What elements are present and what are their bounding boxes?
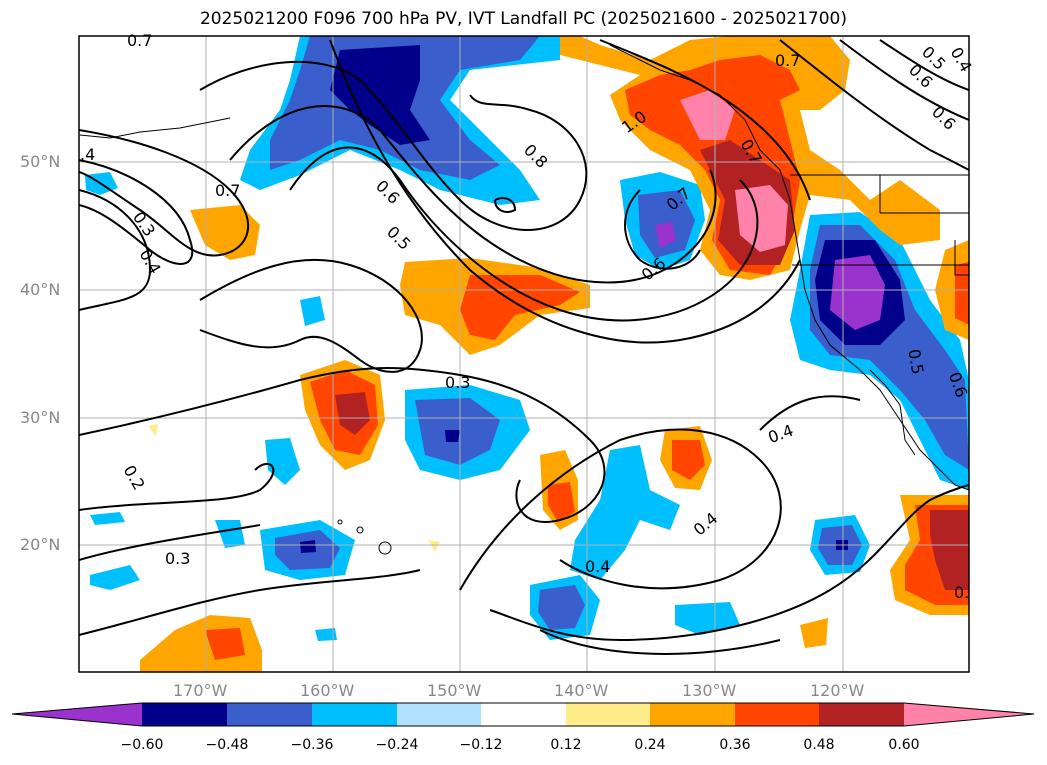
colorbar-tick-label: 0.48 — [803, 737, 835, 753]
contour-label: 0.4 — [136, 246, 165, 278]
pv-contours — [79, 39, 969, 655]
negative-pv-small-region — [300, 296, 325, 326]
positive-pv-region — [190, 205, 260, 260]
contour-label: 0.7 — [775, 51, 800, 70]
contour-label: 0.7 — [127, 31, 152, 50]
negative-pv-small-region — [90, 565, 140, 590]
colorbar-segment — [735, 703, 819, 726]
negative-pv-peak — [300, 540, 316, 553]
contour-label: 0. — [954, 583, 969, 602]
colorbar-segment — [819, 703, 904, 726]
positive-pv-small-region — [800, 618, 828, 648]
negative-pv-small-region — [315, 628, 337, 641]
colorbar-tick-label: −0.48 — [205, 737, 249, 753]
contour-label: 0.8 — [520, 140, 551, 171]
negative-pv-small-region — [90, 512, 125, 525]
colorbar — [11, 702, 1035, 727]
colorbar-tick-label: 0.60 — [888, 737, 920, 753]
colorbar-segment — [312, 703, 397, 726]
colorbar-tick-label: −0.36 — [290, 737, 334, 753]
contour-label: 0.5 — [904, 348, 927, 376]
colorbar-tick-label: 0.36 — [719, 737, 751, 753]
colorbar-extend-low — [12, 703, 142, 726]
negative-pv-extreme — [830, 255, 885, 330]
positive-pv-core — [955, 262, 969, 325]
colorbar-segment — [566, 703, 650, 726]
contour-label: 0.2 — [120, 462, 149, 494]
negative-pv-small-region — [215, 520, 245, 548]
contour-label: 0.6 — [928, 102, 959, 133]
positive-pv-region — [140, 615, 262, 672]
contour-label: .4 — [80, 145, 95, 164]
positive-pv-small-region — [148, 424, 158, 436]
contour-label: 0.4 — [947, 44, 976, 76]
positive-pv-core — [205, 628, 245, 660]
positive-pv-peak — [335, 392, 370, 435]
contour-label: 0.4 — [690, 509, 722, 540]
contour-label: 0.4 — [765, 421, 795, 448]
contour-label: 0.7 — [215, 181, 240, 200]
colorbar-tick-label: 0.12 — [550, 737, 582, 753]
positive-pv-core — [548, 482, 575, 522]
shaded-field — [85, 36, 969, 672]
positive-pv-core — [672, 440, 705, 480]
gridlines — [79, 36, 969, 672]
contour-label: 0.5 — [383, 222, 414, 253]
colorbar-segment — [227, 703, 312, 726]
colorbar-tick-label: −0.60 — [120, 737, 164, 753]
positive-pv-extreme — [735, 185, 788, 252]
map-title: 2025021200 F096 700 hPa PV, IVT Landfall… — [199, 9, 847, 29]
lon-tick-label: 150°W — [427, 681, 482, 700]
negative-pv-peak — [655, 222, 676, 248]
positive-pv-core — [460, 275, 580, 340]
colorbar-extend-high — [904, 703, 1034, 726]
negative-pv-peak — [445, 430, 460, 442]
positive-pv-peak — [930, 510, 969, 590]
colorbar-segment — [142, 703, 227, 726]
lat-tick-label: 40°N — [20, 280, 61, 299]
contour-label: 0.3 — [445, 373, 470, 392]
negative-pv-peak — [330, 45, 430, 145]
positive-pv-extreme — [680, 90, 735, 140]
lon-tick-label: 120°W — [810, 681, 865, 700]
lon-tick-label: 130°W — [682, 681, 737, 700]
colorbar-segment — [650, 703, 735, 726]
lon-tick-label: 140°W — [554, 681, 609, 700]
lon-tick-label: 160°W — [300, 681, 355, 700]
lat-tick-label: 50°N — [20, 152, 61, 171]
lat-tick-label: 30°N — [20, 408, 61, 427]
contour-label: 0.3 — [165, 549, 190, 568]
colorbar-tick-label: 0.24 — [634, 737, 666, 753]
lon-tick-label: 170°W — [173, 681, 228, 700]
negative-pv-region — [570, 445, 680, 580]
contour-label: 0.4 — [585, 557, 610, 576]
colorbar-segment — [481, 703, 566, 726]
positive-pv-small-region — [428, 540, 440, 552]
negative-pv-region — [675, 602, 740, 635]
colorbar-segment — [397, 703, 481, 726]
map-frame — [78, 35, 970, 673]
contour-label: 0.3 — [129, 208, 159, 240]
colorbar-tick-label: −0.24 — [375, 737, 419, 753]
negative-pv-core — [538, 585, 585, 630]
lat-tick-label: 20°N — [20, 535, 61, 554]
colorbar-tick-label: −0.12 — [459, 737, 503, 753]
